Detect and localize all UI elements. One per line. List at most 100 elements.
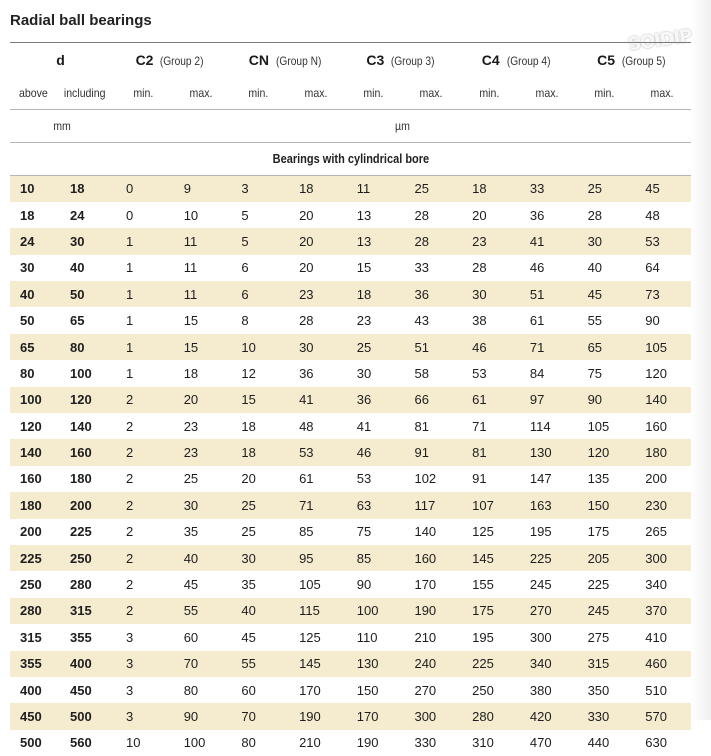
- clearance-cell: 5: [229, 202, 287, 228]
- clearance-cell: 43: [402, 307, 460, 333]
- clearance-cell: 41: [287, 387, 345, 413]
- clearance-cell: 275: [576, 624, 634, 650]
- clearance-cell: 2: [114, 439, 172, 465]
- clearance-cell: 35: [172, 519, 230, 545]
- clearance-cell: 250: [460, 677, 518, 703]
- d-including-cell: 24: [56, 202, 114, 228]
- group-header-c3: C3(Group 3): [345, 43, 460, 78]
- clearance-cell: 13: [345, 228, 403, 254]
- clearance-cell: 340: [518, 651, 576, 677]
- clearance-cell: 71: [518, 334, 576, 360]
- clearance-cell: 25: [345, 334, 403, 360]
- clearance-cell: 20: [172, 387, 230, 413]
- d-including-cell: 355: [56, 624, 114, 650]
- clearance-cell: 12: [229, 360, 287, 386]
- clearance-cell: 18: [172, 360, 230, 386]
- clearance-cell: 15: [345, 255, 403, 281]
- units-row: mm µm: [10, 110, 691, 143]
- clearance-cell: 90: [172, 703, 230, 729]
- clearance-cell: 163: [518, 492, 576, 518]
- max-header: max.: [402, 77, 460, 110]
- d-including-cell: 160: [56, 439, 114, 465]
- clearance-cell: 85: [287, 519, 345, 545]
- clearance-cell: 36: [287, 360, 345, 386]
- clearance-cell: 120: [633, 360, 691, 386]
- clearance-cell: 2: [114, 492, 172, 518]
- clearance-cell: 10: [229, 334, 287, 360]
- d-including-cell: 40: [56, 255, 114, 281]
- clearance-cell: 13: [345, 202, 403, 228]
- d-including-cell: 180: [56, 466, 114, 492]
- clearance-cell: 25: [576, 176, 634, 202]
- max-header: max.: [633, 77, 691, 110]
- clearance-cell: 53: [460, 360, 518, 386]
- clearance-cell: 145: [287, 651, 345, 677]
- clearance-cell: 270: [518, 598, 576, 624]
- d-including-cell: 120: [56, 387, 114, 413]
- clearance-cell: 115: [287, 598, 345, 624]
- clearance-cell: 71: [287, 492, 345, 518]
- clearance-cell: 55: [576, 307, 634, 333]
- clearance-cell: 51: [518, 281, 576, 307]
- clearance-cell: 1: [114, 334, 172, 360]
- clearance-cell: 315: [576, 651, 634, 677]
- d-above-cell: 225: [10, 545, 56, 571]
- clearance-cell: 2: [114, 545, 172, 571]
- clearance-cell: 225: [576, 571, 634, 597]
- clearance-cell: 0: [114, 202, 172, 228]
- clearance-cell: 460: [633, 651, 691, 677]
- clearance-cell: 40: [172, 545, 230, 571]
- page-title: Radial ball bearings: [10, 12, 152, 29]
- clearance-cell: 15: [172, 307, 230, 333]
- clearance-cell: 1: [114, 281, 172, 307]
- clearance-cell: 95: [287, 545, 345, 571]
- d-above-cell: 315: [10, 624, 56, 650]
- d-including-cell: 250: [56, 545, 114, 571]
- clearance-cell: 25: [402, 176, 460, 202]
- d-including-cell: 560: [56, 730, 114, 756]
- clearance-cell: 91: [402, 439, 460, 465]
- max-header: max.: [518, 77, 576, 110]
- clearance-cell: 140: [633, 387, 691, 413]
- clearance-cell: 2: [114, 387, 172, 413]
- section-title: Bearings with cylindrical bore: [10, 143, 691, 176]
- edge-shade: [691, 0, 711, 720]
- clearance-cell: 23: [172, 439, 230, 465]
- clearance-cell: 90: [345, 571, 403, 597]
- clearance-cell: 570: [633, 703, 691, 729]
- clearance-cell: 150: [576, 492, 634, 518]
- clearance-cell: 25: [229, 492, 287, 518]
- clearance-cell: 170: [402, 571, 460, 597]
- above-header: above: [10, 77, 56, 110]
- clearance-cell: 53: [287, 439, 345, 465]
- clearance-cell: 30: [576, 228, 634, 254]
- clearance-cell: 2: [114, 413, 172, 439]
- d-including-cell: 65: [56, 307, 114, 333]
- clearance-cell: 225: [460, 651, 518, 677]
- clearance-cell: 97: [518, 387, 576, 413]
- d-above-cell: 280: [10, 598, 56, 624]
- clearance-cell: 5: [229, 228, 287, 254]
- clearance-cell: 130: [345, 651, 403, 677]
- min-header: min.: [114, 77, 172, 110]
- clearance-cell: 120: [576, 439, 634, 465]
- d-header: d: [10, 43, 114, 78]
- clearance-cell: 81: [402, 413, 460, 439]
- clearance-cell: 23: [460, 228, 518, 254]
- d-above-cell: 400: [10, 677, 56, 703]
- clearance-cell: 75: [345, 519, 403, 545]
- clearance-cell: 240: [402, 651, 460, 677]
- clearance-cell: 150: [345, 677, 403, 703]
- clearance-cell: 55: [229, 651, 287, 677]
